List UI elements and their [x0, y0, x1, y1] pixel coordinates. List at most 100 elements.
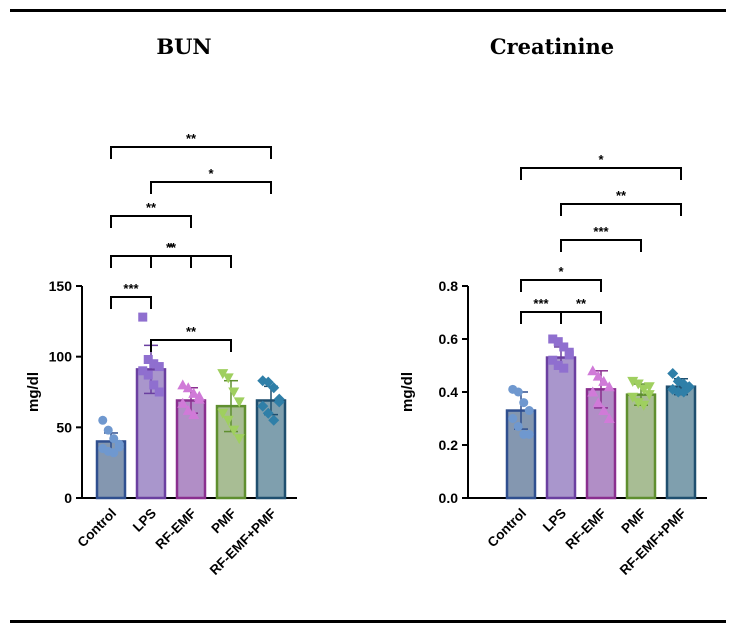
- data-point: [222, 373, 234, 384]
- significance-bracket: [520, 311, 562, 324]
- significance-label: **: [186, 131, 197, 146]
- data-point: [228, 425, 240, 436]
- significance-bracket: [150, 339, 232, 352]
- significance-label: ***: [593, 224, 609, 239]
- data-point: [559, 363, 569, 373]
- data-point: [188, 409, 200, 420]
- data-point: [143, 354, 153, 364]
- data-point: [643, 382, 655, 393]
- bar: [625, 393, 657, 500]
- data-point: [564, 350, 574, 360]
- significance-bracket: [520, 167, 682, 180]
- y-tick-label: 0.4: [439, 384, 459, 400]
- significance-bracket: [110, 255, 232, 268]
- significance-label: **: [576, 296, 587, 311]
- data-point: [103, 425, 113, 435]
- significance-label: *: [208, 166, 214, 181]
- data-point: [638, 400, 650, 411]
- creatinine-panel: Creatinine 0.0 0.2 0.4 0.6 0.8 mg/dl Control LP…: [368, 0, 736, 632]
- data-point: [233, 397, 245, 408]
- data-point: [587, 365, 599, 376]
- creatinine-title: Creatinine: [489, 34, 615, 59]
- x-tick-label: Control: [75, 506, 120, 551]
- y-tick-label: 0: [64, 490, 72, 506]
- data-point: [508, 414, 518, 423]
- data-point: [109, 448, 119, 458]
- significance-label: *: [598, 152, 604, 167]
- data-point: [683, 381, 695, 393]
- data-point: [177, 397, 189, 408]
- y-tick-label: 150: [49, 278, 73, 294]
- bar: [255, 399, 287, 500]
- data-point: [553, 337, 563, 347]
- data-point: [138, 366, 148, 376]
- data-point: [138, 312, 148, 322]
- significance-bracket: [150, 255, 192, 268]
- significance-bracket: [110, 215, 192, 228]
- significance-label: **: [146, 200, 157, 215]
- significance-bracket: [560, 239, 642, 252]
- data-point: [524, 429, 534, 439]
- data-point: [182, 382, 194, 393]
- data-point: [257, 400, 269, 412]
- x-tick-label: LPS: [540, 506, 569, 535]
- data-point: [548, 334, 558, 344]
- significance-label: ***: [123, 281, 139, 296]
- data-point: [149, 380, 159, 390]
- y-tick-label: 0.6: [439, 331, 459, 347]
- data-point: [188, 387, 200, 398]
- data-point: [592, 397, 604, 408]
- data-point: [228, 387, 240, 398]
- data-point: [177, 379, 189, 390]
- data-point: [643, 390, 655, 401]
- significance-bracket: [110, 146, 272, 159]
- data-point: [154, 387, 164, 397]
- data-point: [262, 407, 274, 419]
- data-point: [262, 376, 274, 388]
- data-point: [513, 387, 523, 397]
- data-point: [149, 359, 159, 369]
- data-point: [273, 396, 285, 408]
- data-point: [222, 415, 234, 426]
- y-tick-label: 100: [49, 349, 73, 365]
- significance-label: **: [186, 324, 197, 339]
- x-tick-label: Control: [485, 506, 530, 551]
- bun-panel: BUN 0 50 100 150 mg/dl Control LPS RF-EMF PMF RF-…: [0, 0, 368, 632]
- y-axis-label: mg/dl: [25, 372, 42, 412]
- data-point: [553, 361, 563, 370]
- data-point: [217, 408, 229, 419]
- data-point: [548, 355, 558, 365]
- bun-title: BUN: [156, 34, 212, 59]
- data-point: [109, 434, 119, 444]
- data-point: [114, 442, 124, 452]
- significance-label: **: [616, 188, 627, 203]
- data-point: [603, 413, 615, 423]
- data-point: [513, 421, 523, 431]
- bottom-rule: [10, 620, 726, 623]
- data-point: [587, 386, 599, 397]
- y-tick-label: 50: [56, 419, 72, 435]
- data-point: [143, 370, 153, 380]
- significance-label: ***: [533, 296, 549, 311]
- x-tick-label: LPS: [130, 506, 159, 535]
- data-point: [598, 405, 610, 416]
- data-point: [627, 376, 639, 387]
- bar: [545, 356, 577, 500]
- data-point: [182, 404, 194, 415]
- x-tick-label: PMF: [208, 506, 239, 537]
- significance-bracket: [560, 311, 602, 324]
- data-point: [603, 381, 615, 392]
- y-tick-label: 0.8: [439, 278, 459, 294]
- data-point: [598, 375, 610, 386]
- x-tick-label: RF-EMF: [152, 506, 199, 553]
- data-point: [193, 390, 205, 401]
- data-point: [524, 406, 534, 416]
- bar: [665, 385, 697, 500]
- data-point: [98, 415, 108, 425]
- data-point: [268, 382, 280, 394]
- data-point: [154, 362, 164, 372]
- significance-bracket: [110, 296, 152, 309]
- significance-bracket: [560, 203, 682, 216]
